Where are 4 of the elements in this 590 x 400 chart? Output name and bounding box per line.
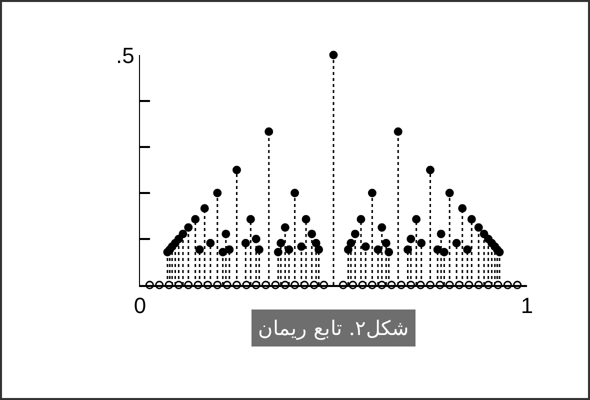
- x-tick-label: 0: [134, 293, 146, 318]
- text: شکل۲. تابع ریمان: [258, 316, 410, 340]
- x-tick-label: 1: [520, 293, 534, 318]
- text: .5: [116, 43, 134, 68]
